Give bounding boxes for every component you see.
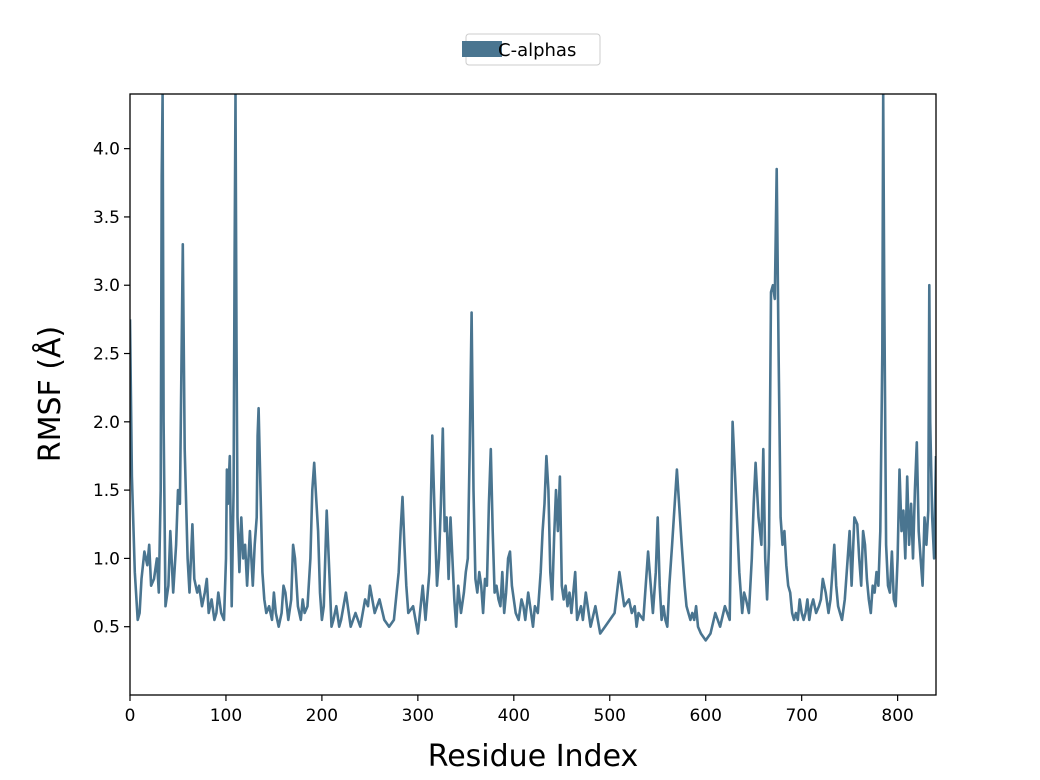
legend: C-alphas — [462, 33, 601, 66]
series-layer — [130, 94, 936, 642]
y-tick-label: 0.5 — [93, 618, 120, 638]
y-tick-label: 2.0 — [93, 413, 120, 433]
y-tick-label: 2.5 — [93, 345, 120, 365]
x-axis-ticks: 0 100 200 300 400 500 600 700 800 — [125, 695, 914, 726]
x-tick-label: 500 — [594, 706, 626, 726]
y-tick-label: 1.5 — [93, 481, 120, 501]
x-tick-label: 600 — [689, 706, 721, 726]
legend-label: C-alphas — [498, 40, 576, 61]
series-line-c-alphas — [130, 94, 936, 642]
x-tick-label: 800 — [881, 706, 913, 726]
x-tick-label: 200 — [306, 706, 338, 726]
plot-frame — [129, 93, 937, 696]
y-axis-ticks: 0.5 1.0 1.5 2.0 2.5 3.0 3.5 4.0 — [93, 140, 130, 638]
x-tick-label: 400 — [498, 706, 530, 726]
x-tick-label: 300 — [402, 706, 434, 726]
x-axis-label: Residue Index — [428, 739, 639, 774]
y-tick-label: 3.5 — [93, 208, 120, 228]
x-tick-label: 700 — [785, 706, 817, 726]
legend-swatch — [462, 41, 502, 57]
y-tick-label: 4.0 — [93, 140, 120, 160]
x-tick-label: 100 — [210, 706, 242, 726]
y-axis-label: RMSF (Å) — [32, 326, 68, 463]
y-tick-label: 1.0 — [93, 549, 120, 569]
y-tick-label: 3.0 — [93, 276, 120, 296]
x-tick-label: 0 — [125, 706, 136, 726]
